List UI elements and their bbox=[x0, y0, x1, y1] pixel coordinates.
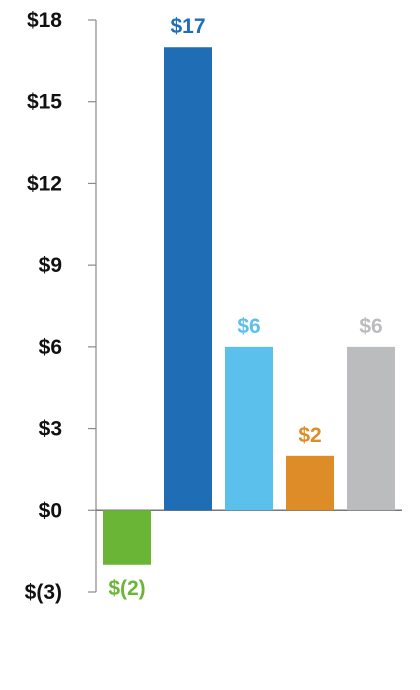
axis-layer: $18 $15 $12 $9 $6 $3 $0 $(3) bbox=[25, 9, 402, 604]
data-label: $6 bbox=[237, 315, 260, 338]
bar bbox=[103, 510, 151, 565]
y-tick-label: $0 bbox=[39, 499, 62, 522]
bar bbox=[164, 47, 212, 511]
data-label: $(2) bbox=[108, 577, 145, 600]
y-tick-label: $18 bbox=[27, 9, 62, 32]
y-tick-label: $9 bbox=[39, 254, 62, 277]
bar bbox=[347, 346, 395, 511]
label-layer: $(2) $17 $6 $2 $6 bbox=[108, 15, 382, 600]
y-tick-label: $15 bbox=[27, 91, 62, 114]
y-tick-label: $12 bbox=[27, 172, 62, 195]
data-label: $6 bbox=[359, 315, 382, 338]
bar bbox=[286, 455, 334, 511]
data-label: $17 bbox=[170, 15, 205, 38]
bar-layer bbox=[103, 47, 395, 565]
data-label: $2 bbox=[298, 424, 321, 447]
y-tick-label: $6 bbox=[39, 336, 62, 359]
y-tick-label: $(3) bbox=[25, 581, 62, 604]
bar bbox=[225, 346, 273, 511]
y-tick-label: $3 bbox=[39, 418, 62, 441]
